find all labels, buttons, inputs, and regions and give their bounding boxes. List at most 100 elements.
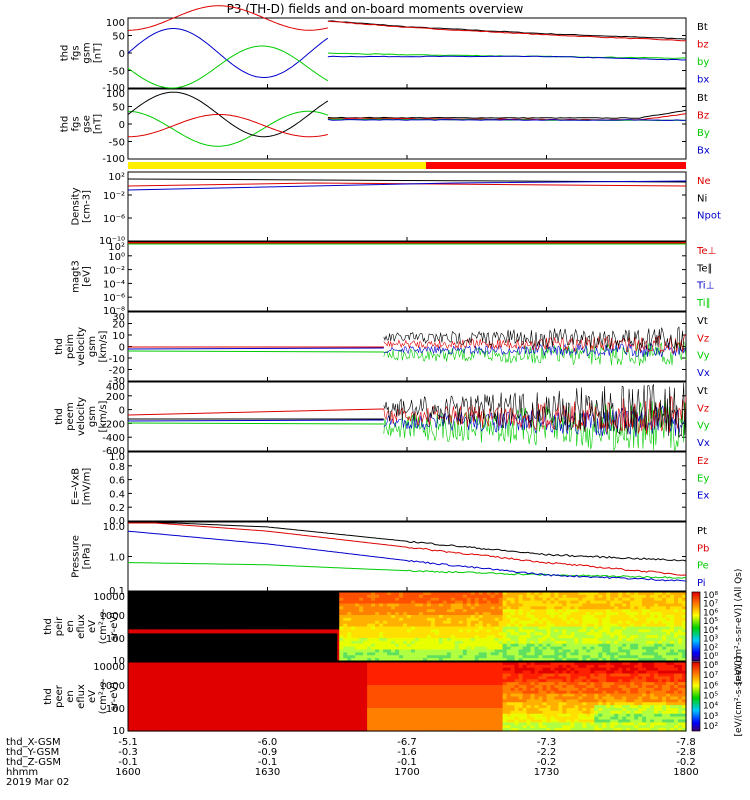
pressure-legend-Pi: Pi <box>697 578 706 589</box>
bx-oscillation <box>128 111 328 146</box>
ytick-label: -100 <box>102 154 125 165</box>
efield-ylabel: E=-VxB[mV/m] <box>71 468 93 506</box>
efield-frame <box>128 452 686 521</box>
v-quiet-green <box>128 351 384 352</box>
ytick-label: 10² <box>108 172 125 183</box>
ytick-label: 0 <box>119 406 125 417</box>
density-legend-Ne: Ne <box>697 176 711 187</box>
peim-velocity-legend-Vy: Vy <box>697 351 710 362</box>
ytick-label: -50 <box>109 138 125 149</box>
field-Bt-gsm <box>328 21 686 39</box>
fgs-gse-legend-Bt: Bt <box>697 93 708 104</box>
peim-velocity-legend-Vx: Vx <box>697 368 710 379</box>
fgs-gse-legend-Bz: Bz <box>697 111 709 122</box>
v-noise-0 <box>384 342 686 366</box>
ytick-label: 10⁻⁶ <box>103 293 125 304</box>
efield-legend-Ex: Ex <box>697 491 709 502</box>
ytick-label: -50 <box>109 67 125 78</box>
v-quiet-blue <box>128 420 384 421</box>
ytick-label: 50 <box>112 32 125 43</box>
pressure-legend-Pt: Pt <box>697 526 707 537</box>
field-Bt-gse <box>328 110 686 118</box>
peem-velocity-legend-Vx: Vx <box>697 438 710 449</box>
ytick-label: 10⁻² <box>103 266 125 277</box>
density-frame <box>128 172 686 241</box>
density-legend-Npot: Npot <box>697 211 721 222</box>
ytick-label: 1.0 <box>109 553 125 564</box>
ytick-label: -10 <box>109 354 125 365</box>
fgs-gsm-legend-Bt: Bt <box>697 22 708 33</box>
ytick-label: 0.6 <box>109 476 125 487</box>
fgs-gse-legend-By: By <box>697 128 710 139</box>
v-noise-3 <box>384 327 686 350</box>
peer-eflux-ylabel: thdpeerenefluxeV(cm²-s-sr-eV) <box>43 678 120 714</box>
fgs-gse-legend-Bx: Bx <box>697 146 710 157</box>
temperature-legend-Te∥: Te∥ <box>696 263 713 274</box>
peem-velocity-ylabel: thdpeemvelocitygsm[km/s] <box>54 397 109 436</box>
field-by-gsm <box>328 53 686 58</box>
temperature-ylabel: magt3[eV] <box>71 260 93 293</box>
efield-legend-Ez: Ez <box>697 456 709 467</box>
pressure-Pb <box>128 523 686 575</box>
peem-velocity-legend-Vy: Vy <box>697 421 710 432</box>
fgs-gsm-ylabel: thdfgsgsm[nT] <box>60 42 104 63</box>
ytick-label: 0 <box>119 120 125 131</box>
ytick-label: 10⁻² <box>103 191 125 202</box>
ytick-label: 0.2 <box>109 503 125 514</box>
panels-layer: 100500-50-100thdfgsgsm[nT]Btbzbybx100500… <box>43 6 744 737</box>
peem-velocity-legend-Vt: Vt <box>697 386 708 397</box>
peim-velocity-legend-Vt: Vt <box>697 316 708 327</box>
efield-legend-Ey: Ey <box>697 473 709 484</box>
temperature-frame <box>128 242 686 311</box>
temperature-legend-Ti⊥: Ti⊥ <box>696 281 714 292</box>
ytick-label: 10 <box>112 331 125 342</box>
ytick-label: 20 <box>112 320 125 331</box>
temperature-legend-Ti∥: Ti∥ <box>696 298 711 309</box>
temperature-legend-Te⊥: Te⊥ <box>696 246 716 257</box>
peir-eflux-ylabel: thdpeirenefluxeV(cm²-s-sr-eV) <box>43 608 120 644</box>
v-quiet-blue <box>128 348 384 349</box>
fgs-gsm-frame <box>128 18 686 88</box>
fgs-gsm-legend-bz: bz <box>697 40 709 51</box>
spectro-fill-gap <box>128 633 337 661</box>
ytick-label: 50 <box>112 103 125 114</box>
fgs-gse-ylabel: thdfgsgse[nT] <box>60 114 104 134</box>
peim-velocity-ylabel: thdpeimvelocitygsm[km/s] <box>54 327 109 366</box>
density-ylabel: Density[cm-3] <box>71 187 93 225</box>
ytick-label: 0.8 <box>109 462 125 473</box>
ytick-label: 10⁰ <box>108 252 125 263</box>
ytick-label: 10 <box>112 726 125 737</box>
pressure-ylabel: Pressure[nPa] <box>71 535 93 578</box>
ytick-label: 10000 <box>93 662 125 673</box>
pressure-Pt <box>128 523 686 561</box>
peem-velocity-legend-Vz: Vz <box>697 403 709 414</box>
ytick-label: 100 <box>106 18 125 29</box>
density-legend-Ni: Ni <box>697 193 707 204</box>
ytick-label: 10⁻⁶ <box>103 214 125 225</box>
v-noise-2 <box>384 396 686 434</box>
pressure-Pe <box>128 563 686 579</box>
pressure-legend-Pb: Pb <box>697 543 709 554</box>
bz-oscillation <box>128 115 328 137</box>
by-oscillation <box>128 92 328 137</box>
ytick-label: 0 <box>119 49 125 60</box>
ytick-label: 10000 <box>93 592 125 603</box>
ytick-label: 100 <box>106 89 125 100</box>
status-bar-red <box>426 162 686 169</box>
status-bar-yellow <box>128 162 426 169</box>
by-oscillation <box>128 46 328 88</box>
ytick-label: -400 <box>102 433 125 444</box>
ytick-label: 10⁻⁴ <box>103 279 125 290</box>
pressure-legend-Pe: Pe <box>697 561 709 572</box>
v-quiet-green <box>128 423 384 424</box>
fgs-gsm-legend-by: by <box>697 57 709 68</box>
field-bx-gsm <box>328 56 686 60</box>
ytick-label: 0.4 <box>109 489 125 500</box>
bx-oscillation <box>128 29 328 78</box>
v-quiet-red <box>128 409 384 415</box>
fgs-gsm-legend-bx: bx <box>697 75 709 86</box>
ytick-label: -20 <box>109 366 125 377</box>
peim-velocity-legend-Vz: Vz <box>697 333 709 344</box>
ytick-label: 10.0 <box>103 522 125 533</box>
